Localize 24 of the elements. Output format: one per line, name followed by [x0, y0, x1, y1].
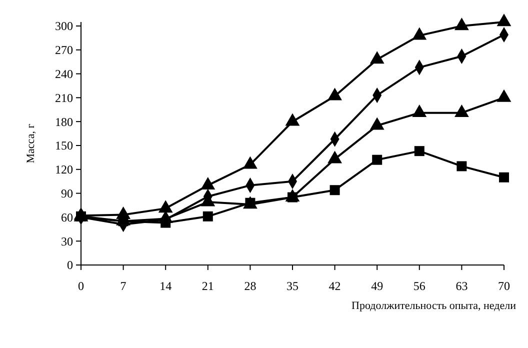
- x-tick-label: 70: [498, 279, 510, 293]
- y-tick-label: 300: [55, 19, 73, 34]
- x-tick-label: 7: [120, 279, 126, 293]
- y-tick-label: 60: [61, 210, 73, 224]
- y-tick-label: 240: [55, 66, 73, 81]
- x-tick-label: 42: [328, 279, 341, 293]
- x-tick-label: 63: [456, 279, 468, 293]
- x-tick-label: 49: [371, 279, 384, 293]
- y-tick-label: 0: [67, 258, 73, 272]
- y-tick-label: 120: [55, 162, 73, 177]
- x-tick-label: 35: [286, 279, 298, 293]
- x-tick-label: 28: [244, 279, 256, 293]
- x-tick-label: 14: [160, 279, 172, 293]
- y-tick-label: 30: [61, 234, 73, 248]
- x-tick-label: 21: [202, 279, 214, 293]
- x-tick-label: 0: [78, 279, 84, 293]
- y-tick-label: 180: [55, 114, 73, 129]
- x-tick-label: 56: [413, 279, 426, 293]
- y-tick-label: 90: [61, 186, 73, 200]
- y-tick-label: 210: [55, 90, 73, 105]
- y-tick-label: 270: [55, 43, 73, 58]
- y-axis-title: Масса, г: [25, 123, 37, 164]
- y-tick-label: 150: [55, 138, 73, 153]
- x-axis-title: Продолжительность опыта, недели: [352, 300, 516, 312]
